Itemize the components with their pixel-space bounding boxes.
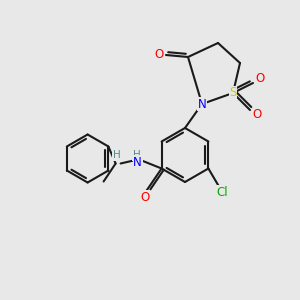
Text: O: O: [255, 71, 265, 85]
Text: O: O: [140, 191, 149, 204]
Text: Cl: Cl: [217, 186, 228, 199]
Text: H: H: [113, 151, 121, 160]
Text: O: O: [252, 109, 262, 122]
Text: N: N: [133, 156, 142, 169]
Text: O: O: [154, 49, 164, 62]
Text: H: H: [133, 151, 140, 160]
Text: N: N: [198, 98, 206, 110]
Text: S: S: [229, 86, 237, 100]
